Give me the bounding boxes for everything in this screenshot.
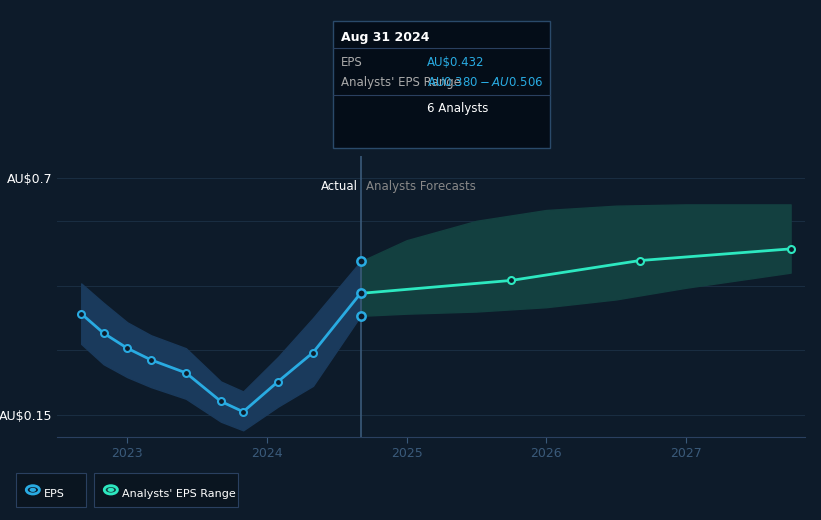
Text: Aug 31 2024: Aug 31 2024 <box>341 31 429 44</box>
Text: Analysts Forecasts: Analysts Forecasts <box>366 180 476 193</box>
Text: AU$0.432: AU$0.432 <box>427 56 484 69</box>
Text: EPS: EPS <box>341 56 362 69</box>
Text: AU$0.380 - AU$0.506: AU$0.380 - AU$0.506 <box>427 76 544 89</box>
Text: Analysts' EPS Range: Analysts' EPS Range <box>341 76 461 89</box>
Text: 6 Analysts: 6 Analysts <box>427 102 488 115</box>
Text: EPS: EPS <box>44 489 65 499</box>
Text: Actual: Actual <box>321 180 358 193</box>
Text: Analysts' EPS Range: Analysts' EPS Range <box>122 489 236 499</box>
